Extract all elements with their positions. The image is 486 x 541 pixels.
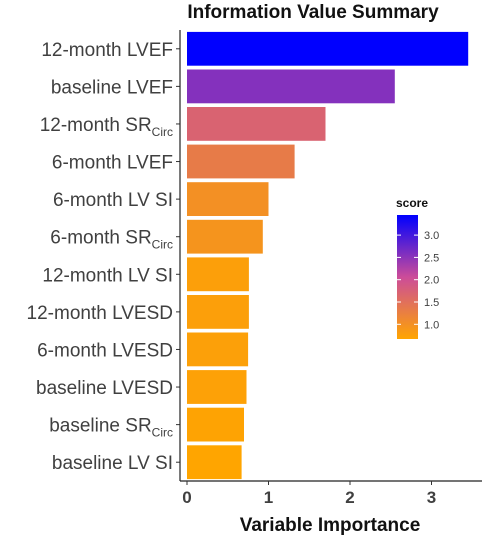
- bar-12-month-lvef: [187, 31, 469, 66]
- bar-12-month-lv-si: [187, 257, 249, 292]
- x-axis-label: Variable Importance: [240, 515, 421, 536]
- legend-tick-label: 3.0: [424, 230, 439, 242]
- bar-6-month-sr-circ: [187, 219, 263, 254]
- legend-tick-label: 2.5: [424, 252, 439, 264]
- bar-baseline-lvesd: [187, 370, 247, 404]
- x-tick-label: 2: [345, 488, 354, 507]
- y-tick-label: 12-month LVEF: [41, 40, 173, 61]
- y-tick-label: 6-month LVEF: [52, 153, 173, 174]
- x-tick-label: 3: [427, 488, 436, 507]
- bars-group: [187, 31, 469, 480]
- bar-baseline-lvef: [187, 69, 395, 104]
- bar-6-month-lv-si: [187, 182, 269, 216]
- legend-colorbar: [397, 215, 418, 339]
- y-tick-label: 6-month LV SI: [53, 190, 173, 211]
- x-tick-label: 1: [264, 488, 273, 507]
- legend-tick-label: 1.5: [424, 297, 439, 309]
- y-tick-label: 12-month SRCirc: [40, 115, 173, 139]
- color-legend: score 1.0 1.5 2.0 2.5 3.0: [396, 196, 439, 339]
- y-tick-label: baseline SRCirc: [49, 416, 173, 440]
- chart-title: Information Value Summary: [187, 2, 439, 23]
- y-tick-label: baseline LVESD: [36, 378, 173, 399]
- x-axis: 0 1 2 3: [179, 30, 482, 507]
- y-tick-label: 12-month LV SI: [42, 265, 173, 286]
- y-tick-label: baseline LV SI: [52, 453, 173, 474]
- y-tick-label: baseline LVEF: [51, 77, 173, 98]
- legend-tick-label: 2.0: [424, 275, 439, 287]
- y-tick-label: 6-month SRCirc: [50, 228, 173, 252]
- bar-12-month-sr-circ: [187, 107, 326, 141]
- legend-tick-label: 1.0: [424, 319, 439, 331]
- x-tick-label: 0: [182, 488, 191, 507]
- bar-12-month-lvesd: [187, 295, 249, 329]
- bar-baseline-sr-circ: [187, 407, 244, 442]
- y-tick-label: 6-month LVESD: [37, 341, 173, 362]
- bar-baseline-lv-si: [187, 445, 242, 480]
- bar-6-month-lvef: [187, 144, 295, 179]
- legend-title: score: [396, 196, 428, 210]
- bar-6-month-lvesd: [187, 332, 249, 367]
- y-tick-label: 12-month LVESD: [27, 303, 173, 324]
- y-tick-labels: 12-month LVEF baseline LVEF 12-month SRCir…: [27, 40, 180, 474]
